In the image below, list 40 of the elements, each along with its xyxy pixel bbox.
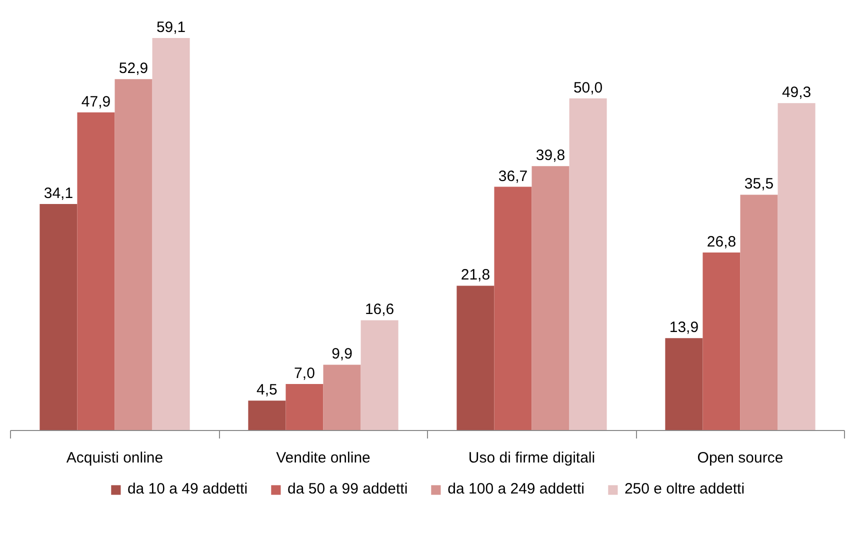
data-label: 39,8 xyxy=(536,147,566,164)
data-label: 26,8 xyxy=(706,234,736,251)
bar xyxy=(248,400,286,430)
data-label: 49,3 xyxy=(782,84,812,102)
data-label: 36,7 xyxy=(498,168,528,185)
bar xyxy=(152,38,190,430)
bar xyxy=(456,286,494,430)
data-label: 16,6 xyxy=(364,301,394,318)
data-label: 35,5 xyxy=(744,176,774,193)
data-label: 59,1 xyxy=(156,18,186,36)
bar xyxy=(569,98,607,430)
bar xyxy=(40,204,78,430)
data-label: 9,9 xyxy=(332,346,352,363)
bar xyxy=(114,79,152,430)
data-label: 4,5 xyxy=(256,382,278,399)
legend-label: da 100 a 249 addetti xyxy=(448,480,584,498)
bar xyxy=(286,384,324,430)
x-tick-label: Acquisti online xyxy=(66,450,164,466)
legend-label: da 10 a 49 addetti xyxy=(127,480,248,498)
legend-label: 250 e oltre addetti xyxy=(624,480,745,498)
data-label: 50,0 xyxy=(573,79,603,96)
bar xyxy=(323,364,361,430)
data-label: 21,8 xyxy=(460,266,490,284)
x-tick-label: Open source xyxy=(697,450,784,466)
bar xyxy=(665,338,703,430)
data-label: 13,9 xyxy=(669,319,699,336)
data-label: 47,9 xyxy=(81,93,111,110)
bar xyxy=(702,252,740,430)
x-tick-label: Vendite online xyxy=(276,450,370,466)
bar xyxy=(494,186,532,430)
data-label: 52,9 xyxy=(118,60,148,78)
bar xyxy=(360,320,398,430)
data-label: 7,0 xyxy=(294,365,315,382)
bar xyxy=(77,112,115,430)
bar xyxy=(532,166,570,430)
legend-label: da 50 a 99 addetti xyxy=(288,480,408,498)
bar xyxy=(778,103,816,430)
data-label: 34,1 xyxy=(44,185,74,202)
bar xyxy=(740,194,778,430)
x-tick-label: Uso di firme digitali xyxy=(468,450,596,466)
